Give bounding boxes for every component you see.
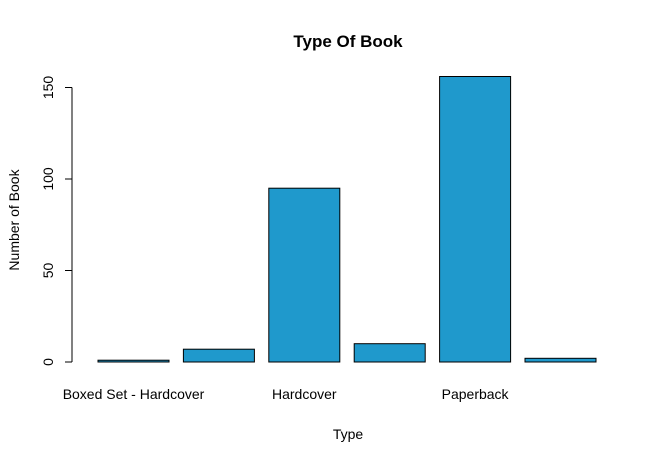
y-tick-label-0: 0 (40, 358, 56, 366)
bar-4 (439, 76, 512, 363)
bars-group (97, 76, 597, 363)
x-axis-label: Type (333, 426, 364, 442)
x-tick-label-2: Hardcover (272, 386, 337, 402)
y-tick-label-2: 100 (40, 167, 56, 191)
bar-3 (353, 343, 426, 363)
y-axis-label: Number of Book (6, 168, 22, 270)
y-tick-label-1: 50 (40, 263, 56, 279)
y-axis: 0 50 100 150 (40, 76, 73, 366)
x-tick-label-0: Boxed Set - Hardcover (63, 386, 205, 402)
x-tick-label-4: Paperback (442, 386, 510, 402)
bar-5 (524, 357, 597, 363)
bar-2 (268, 187, 341, 363)
chart-title: Type Of Book (293, 32, 403, 51)
x-tick-labels: Boxed Set - Hardcover Hardcover Paperback (63, 386, 510, 402)
bar-0 (97, 359, 170, 363)
y-tick-label-3: 150 (40, 76, 56, 100)
bar-1 (182, 348, 255, 363)
